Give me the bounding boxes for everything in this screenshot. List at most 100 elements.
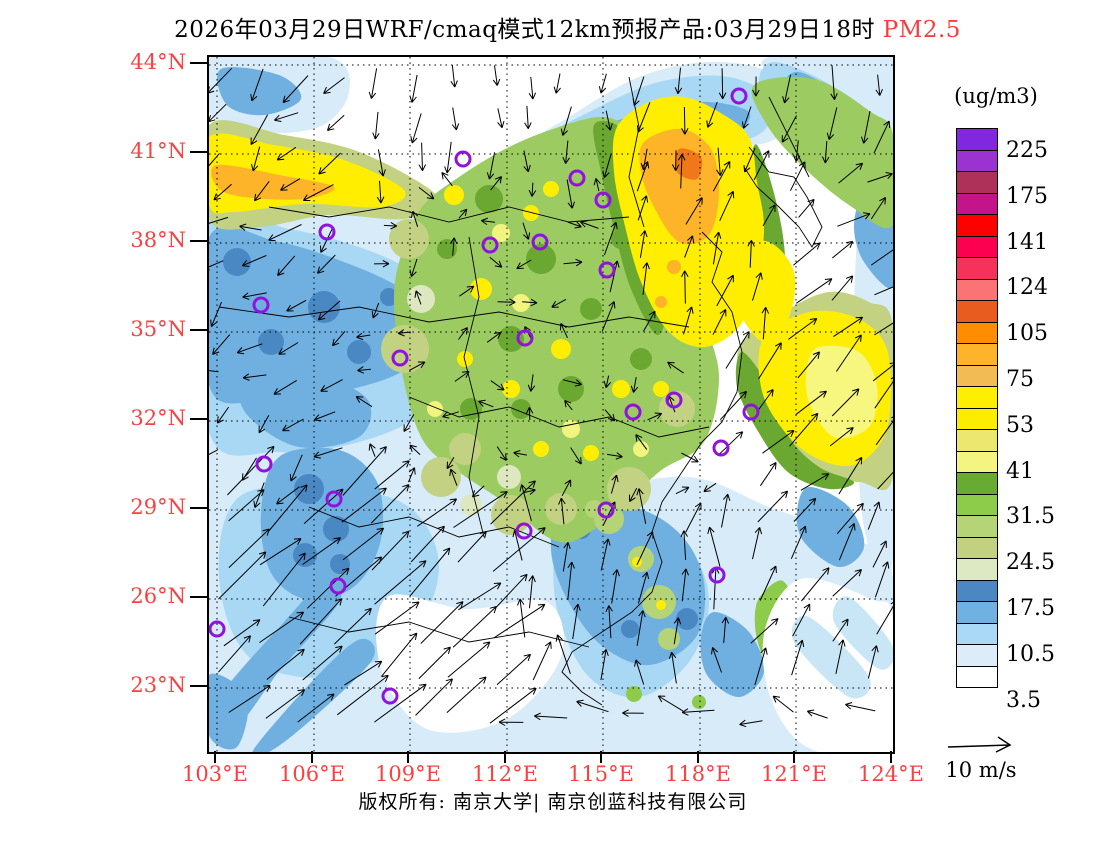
boundary-lines-layer bbox=[218, 76, 823, 706]
lat-axis-tick bbox=[190, 418, 207, 420]
city-marker bbox=[624, 403, 642, 421]
legend-cell bbox=[956, 278, 998, 302]
lat-axis-label: 44°N bbox=[130, 50, 186, 74]
lat-axis-tick bbox=[190, 685, 207, 687]
lon-axis-label: 109°E bbox=[375, 762, 441, 786]
legend-value-label: 225 bbox=[1006, 137, 1048, 163]
lon-axis-label: 106°E bbox=[279, 762, 345, 786]
legend-cell bbox=[956, 386, 998, 409]
city-marker bbox=[329, 577, 347, 595]
city-marker bbox=[712, 439, 730, 457]
title-pollutant: PM2.5 bbox=[875, 17, 961, 43]
copyright-text: 版权所有: 南京大学| 南京创蓝科技有限公司 bbox=[358, 791, 748, 813]
city-marker bbox=[515, 522, 533, 540]
legend-cell bbox=[956, 343, 998, 366]
city-markers-layer bbox=[209, 87, 760, 705]
legend-cell bbox=[956, 450, 998, 474]
lat-axis-tick bbox=[190, 596, 207, 598]
city-marker bbox=[742, 403, 760, 421]
city-marker bbox=[516, 329, 534, 347]
contour-fill-layer bbox=[209, 57, 893, 752]
legend-value-label: 3.5 bbox=[1006, 687, 1041, 713]
legend-cell bbox=[956, 407, 998, 431]
city-marker bbox=[594, 191, 612, 209]
forecast-map-canvas bbox=[209, 57, 893, 752]
lat-axis-tick bbox=[190, 240, 207, 242]
wind-arrows-layer bbox=[209, 64, 893, 728]
legend-cell bbox=[956, 472, 998, 495]
lon-axis-tick bbox=[890, 751, 892, 763]
legend-value-label: 31.5 bbox=[1006, 504, 1055, 530]
lon-axis-label: 103°E bbox=[182, 762, 248, 786]
legend-cell bbox=[956, 644, 998, 667]
legend-value-label: 41 bbox=[1006, 458, 1034, 484]
legend-colorbar bbox=[956, 128, 998, 689]
city-marker bbox=[597, 501, 615, 519]
lon-axis-label: 124°E bbox=[858, 762, 924, 786]
lon-axis-tick bbox=[311, 751, 313, 763]
legend-cell bbox=[956, 235, 998, 259]
lat-axis-label: 35°N bbox=[130, 317, 186, 341]
lat-axis-tick bbox=[190, 151, 207, 153]
legend-cell bbox=[956, 321, 998, 345]
city-marker bbox=[209, 620, 226, 638]
legend-cell bbox=[956, 558, 998, 581]
legend-value-label: 24.5 bbox=[1006, 550, 1055, 576]
lat-axis-label: 32°N bbox=[130, 406, 186, 430]
city-marker bbox=[252, 296, 270, 314]
city-marker bbox=[665, 391, 683, 409]
city-marker bbox=[454, 150, 472, 168]
city-marker bbox=[531, 233, 549, 251]
legend-cell bbox=[956, 665, 998, 689]
lon-axis-label: 112°E bbox=[472, 762, 538, 786]
city-marker bbox=[730, 87, 748, 105]
legend-cell bbox=[956, 257, 998, 280]
lon-axis-tick bbox=[407, 751, 409, 763]
lat-axis-tick bbox=[190, 62, 207, 64]
lon-axis-label: 115°E bbox=[568, 762, 634, 786]
city-marker bbox=[255, 455, 273, 473]
lat-axis-label: 23°N bbox=[130, 673, 186, 697]
legend-cell bbox=[956, 171, 998, 194]
wind-scale-label: 10 m/s bbox=[945, 758, 1017, 782]
legend-cell bbox=[956, 493, 998, 517]
legend-cell bbox=[956, 192, 998, 216]
lat-axis-label: 38°N bbox=[130, 228, 186, 252]
map-frame bbox=[207, 55, 895, 754]
city-marker bbox=[481, 236, 499, 254]
legend-cell bbox=[956, 536, 998, 560]
lat-axis-label: 41°N bbox=[130, 139, 186, 163]
legend-cell bbox=[956, 214, 998, 237]
lon-axis-label: 118°E bbox=[665, 762, 731, 786]
city-marker bbox=[381, 687, 399, 705]
legend-value-label: 75 bbox=[1006, 366, 1034, 392]
legend-cell bbox=[956, 601, 998, 624]
lon-axis-tick bbox=[600, 751, 602, 763]
lat-axis-label: 26°N bbox=[130, 584, 186, 608]
grid-lines-layer bbox=[209, 57, 893, 752]
legend-cell bbox=[956, 579, 998, 603]
lon-axis-tick bbox=[697, 751, 699, 763]
legend-cell bbox=[956, 128, 998, 151]
legend-cell bbox=[956, 622, 998, 646]
legend-cell bbox=[956, 149, 998, 173]
legend-value-label: 141 bbox=[1006, 229, 1048, 255]
legend-value-label: 53 bbox=[1006, 412, 1034, 438]
legend-value-label: 175 bbox=[1006, 183, 1048, 209]
lon-axis-tick bbox=[793, 751, 795, 763]
legend-value-label: 124 bbox=[1006, 275, 1048, 301]
city-marker bbox=[708, 566, 726, 584]
legend-cell bbox=[956, 364, 998, 388]
legend-cell bbox=[956, 515, 998, 538]
city-marker bbox=[568, 169, 586, 187]
wind-scale-arrow-icon bbox=[947, 736, 1012, 753]
lon-axis-tick bbox=[214, 751, 216, 763]
lat-axis-tick bbox=[190, 507, 207, 509]
legend-value-label: 17.5 bbox=[1006, 595, 1055, 621]
city-marker bbox=[391, 349, 409, 367]
legend-value-label: 105 bbox=[1006, 321, 1048, 347]
lon-axis-label: 121°E bbox=[761, 762, 827, 786]
lat-axis-tick bbox=[190, 329, 207, 331]
city-marker bbox=[318, 223, 336, 241]
